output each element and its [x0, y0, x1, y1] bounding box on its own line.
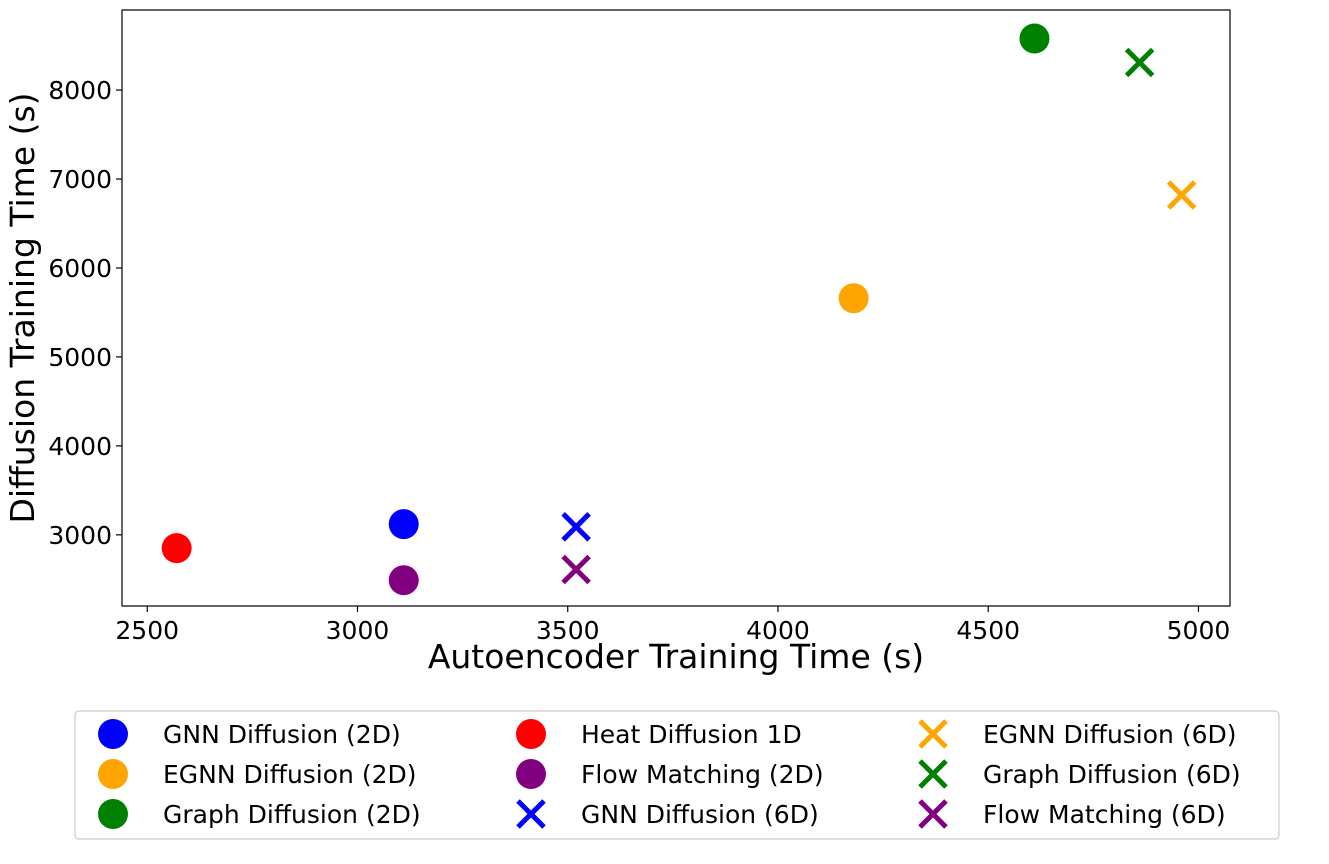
legend-marker — [98, 759, 128, 789]
legend-marker — [918, 799, 948, 829]
legend-label: Heat Diffusion 1D — [581, 720, 802, 749]
circle-point — [161, 533, 192, 564]
legend-marker — [918, 719, 948, 749]
x-tick-label: 4000 — [746, 616, 810, 645]
x-tick-label: 5000 — [1167, 616, 1231, 645]
legend-item: EGNN Diffusion (6D) — [918, 719, 1237, 749]
x-tick-label: 2500 — [115, 616, 179, 645]
legend-marker — [516, 759, 546, 789]
legend-item: Graph Diffusion (6D) — [918, 759, 1241, 789]
x-marker-stroke — [918, 799, 948, 829]
x-point — [1124, 47, 1155, 78]
legend-label: GNN Diffusion (2D) — [163, 720, 401, 749]
y-tick-label: 8000 — [48, 76, 112, 105]
legend-label: Graph Diffusion (2D) — [163, 800, 421, 829]
legend-marker — [98, 799, 128, 829]
x-marker-stroke — [561, 512, 591, 542]
legend-items: GNN Diffusion (2D) EGNN Diffusion (2D) Gra… — [98, 719, 1241, 829]
legend-marker — [98, 719, 128, 749]
legend-frame — [74, 710, 1280, 840]
x-marker-stroke — [1124, 47, 1155, 78]
circle-point — [388, 565, 419, 596]
x-axis-label: Autoencoder Training Time (s) — [428, 637, 924, 676]
legend-label: Flow Matching (2D) — [581, 760, 824, 789]
legend-marker — [516, 799, 546, 829]
legend-label: EGNN Diffusion (2D) — [163, 760, 417, 789]
y-tick-label: 6000 — [48, 254, 112, 283]
y-tick-label: 4000 — [48, 432, 112, 461]
legend-marker — [516, 719, 546, 749]
y-axis-ticks: 3000 4000 5000 6000 7000 8000 — [48, 76, 122, 550]
x-tick-label: 3500 — [536, 616, 600, 645]
legend: GNN Diffusion (2D) EGNN Diffusion (2D) Gra… — [74, 710, 1280, 840]
data-points — [161, 23, 1197, 596]
legend-label: Flow Matching (6D) — [983, 800, 1226, 829]
plot-frame — [121, 9, 1231, 607]
x-point — [561, 512, 591, 542]
legend-item: Flow Matching (2D) — [516, 759, 824, 789]
legend-item: GNN Diffusion (2D) — [98, 719, 401, 749]
y-tick-label: 7000 — [48, 165, 112, 194]
y-tick-label: 5000 — [48, 343, 112, 372]
legend-item: Flow Matching (6D) — [918, 799, 1226, 829]
y-tick-label: 3000 — [48, 521, 112, 550]
legend-label: Graph Diffusion (6D) — [983, 760, 1241, 789]
x-point — [561, 554, 591, 585]
circle-point — [388, 509, 419, 540]
x-tick-label: 3000 — [326, 616, 390, 645]
x-marker-stroke — [561, 554, 591, 585]
circle-point — [838, 283, 869, 314]
legend-item: GNN Diffusion (6D) — [516, 799, 819, 829]
x-marker-stroke — [918, 759, 948, 789]
circle-point — [1019, 23, 1050, 54]
legend-item: Graph Diffusion (2D) — [98, 799, 421, 829]
x-marker-stroke — [1166, 180, 1197, 210]
x-tick-label: 4500 — [956, 616, 1020, 645]
legend-item: Heat Diffusion 1D — [516, 719, 802, 749]
legend-label: GNN Diffusion (6D) — [581, 800, 819, 829]
legend-label: EGNN Diffusion (6D) — [983, 720, 1237, 749]
x-axis-ticks: 2500 3000 3500 4000 4500 5000 — [115, 606, 1230, 645]
x-point — [1166, 180, 1197, 210]
x-marker-stroke — [918, 719, 948, 749]
y-axis-label: Diffusion Training Time (s) — [3, 92, 42, 523]
legend-marker — [918, 759, 948, 789]
legend-item: EGNN Diffusion (2D) — [98, 759, 417, 789]
x-marker-stroke — [516, 799, 546, 829]
